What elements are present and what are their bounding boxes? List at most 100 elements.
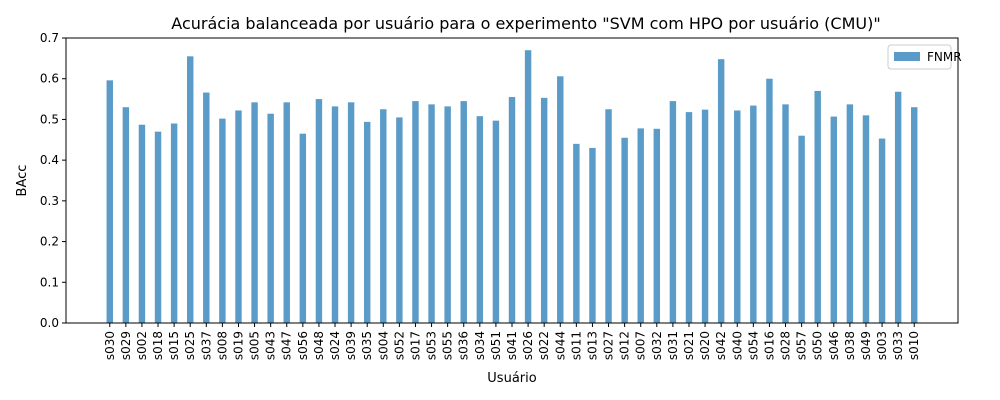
bar-s049 xyxy=(862,115,870,323)
y-tick-label-7: 0.7 xyxy=(40,31,59,45)
x-tick-label-s026: s026 xyxy=(521,331,535,360)
x-tick-label-s049: s049 xyxy=(859,331,873,360)
x-axis-label: Usuário xyxy=(487,371,536,386)
x-tick-label-s019: s019 xyxy=(231,331,245,360)
bar-s040 xyxy=(734,110,741,323)
bar-s033 xyxy=(894,91,902,323)
bar-s010 xyxy=(911,107,918,323)
bar-s008 xyxy=(219,118,226,323)
bar-s015 xyxy=(170,123,178,323)
bar-s057 xyxy=(798,135,805,323)
x-tick-label-s056: s056 xyxy=(296,331,310,360)
bar-s035 xyxy=(363,121,371,323)
x-tick-label-s033: s033 xyxy=(891,331,905,360)
y-tick-label-2: 0.2 xyxy=(40,235,59,249)
bar-s041 xyxy=(508,97,516,324)
y-axis: 0.0 0.1 0.2 0.3 0.4 0.5 0.6 0.7 xyxy=(40,31,66,330)
bar-s013 xyxy=(589,147,596,323)
y-axis-label: BAcc xyxy=(15,165,30,197)
bar-s018 xyxy=(154,131,162,323)
legend: FNMR xyxy=(887,44,962,70)
x-tick-label-s032: s032 xyxy=(650,331,664,360)
bar-s019 xyxy=(235,110,242,323)
x-tick-label-s012: s012 xyxy=(618,331,632,360)
bar-s032 xyxy=(653,128,661,323)
bar-s055 xyxy=(444,106,451,324)
x-tick-label-s051: s051 xyxy=(489,331,503,360)
bar-s030 xyxy=(106,80,113,323)
x-tick-label-s037: s037 xyxy=(199,331,213,360)
x-tick-label-s025: s025 xyxy=(183,331,197,360)
x-tick-label-s017: s017 xyxy=(408,331,422,360)
x-tick-label-s027: s027 xyxy=(602,331,616,360)
x-tick-label-s054: s054 xyxy=(746,331,760,360)
bar-s031 xyxy=(669,101,677,323)
bar-s051 xyxy=(492,120,500,324)
bar-s003 xyxy=(878,138,886,323)
bar-s046 xyxy=(830,116,838,323)
legend-swatch-fnmr xyxy=(894,52,920,61)
bar-s054 xyxy=(750,105,757,323)
x-tick-label-s046: s046 xyxy=(827,331,841,360)
bar-s029 xyxy=(122,107,130,323)
bar-s048 xyxy=(315,99,323,323)
x-tick-label-s028: s028 xyxy=(779,331,793,360)
y-tick-label-5: 0.5 xyxy=(40,112,59,126)
y-tick-label-3: 0.3 xyxy=(40,194,59,208)
x-tick-label-s016: s016 xyxy=(762,331,776,360)
x-tick-label-s042: s042 xyxy=(714,331,728,360)
x-tick-label-s015: s015 xyxy=(167,331,181,360)
bar-s052 xyxy=(396,117,403,324)
bar-s050 xyxy=(814,90,821,323)
bar-s025 xyxy=(186,56,194,323)
x-tick-label-s052: s052 xyxy=(392,331,406,360)
bar-s004 xyxy=(380,109,387,323)
x-tick-label-s047: s047 xyxy=(280,331,294,360)
x-tick-label-s031: s031 xyxy=(666,331,680,360)
chart-title: Acurácia balanceada por usuário para o e… xyxy=(171,14,880,33)
bar-s002 xyxy=(138,124,146,323)
x-tick-label-s035: s035 xyxy=(360,331,374,360)
x-tick-label-s020: s020 xyxy=(698,331,712,360)
x-tick-label-s013: s013 xyxy=(585,331,599,360)
x-tick-label-s029: s029 xyxy=(119,331,133,360)
x-tick-label-s043: s043 xyxy=(264,331,278,360)
bar-s011 xyxy=(573,143,580,323)
x-axis: s030 s029 s002 s018 s015 s025 s037 s008 s019 s005… xyxy=(103,323,921,360)
x-tick-label-s010: s010 xyxy=(907,331,921,360)
bar-s056 xyxy=(299,133,307,323)
bar-s016 xyxy=(766,78,773,323)
x-tick-label-s050: s050 xyxy=(811,331,825,360)
x-tick-label-s004: s004 xyxy=(376,331,390,360)
x-tick-label-s055: s055 xyxy=(441,331,455,360)
x-tick-label-s011: s011 xyxy=(569,331,583,360)
x-tick-label-s007: s007 xyxy=(634,331,648,360)
x-tick-label-s039: s039 xyxy=(344,331,358,360)
x-tick-label-s036: s036 xyxy=(457,331,471,360)
x-tick-label-s053: s053 xyxy=(425,331,439,360)
bar-s037 xyxy=(203,92,210,323)
bar-s027 xyxy=(605,109,612,323)
x-tick-label-s048: s048 xyxy=(312,331,326,360)
y-tick-label-0: 0.0 xyxy=(40,316,59,330)
x-tick-label-s003: s003 xyxy=(875,331,889,360)
bar-s028 xyxy=(782,104,789,323)
x-tick-label-s044: s044 xyxy=(553,331,567,360)
x-tick-label-s018: s018 xyxy=(151,331,165,360)
bar-s039 xyxy=(347,102,355,323)
x-tick-label-s034: s034 xyxy=(473,331,487,360)
bar-s044 xyxy=(557,76,564,324)
x-tick-label-s057: s057 xyxy=(795,331,809,360)
legend-label-fnmr: FNMR xyxy=(927,50,962,64)
bar-s036 xyxy=(460,101,467,323)
bar-s024 xyxy=(331,106,339,324)
bar-s022 xyxy=(540,97,548,323)
x-tick-label-s021: s021 xyxy=(682,331,696,360)
x-tick-label-s038: s038 xyxy=(843,331,857,360)
x-tick-label-s022: s022 xyxy=(537,331,551,360)
bar-s020 xyxy=(701,109,709,324)
bar-s007 xyxy=(637,128,644,323)
x-tick-label-s002: s002 xyxy=(135,331,149,360)
x-tick-label-s030: s030 xyxy=(103,331,117,360)
